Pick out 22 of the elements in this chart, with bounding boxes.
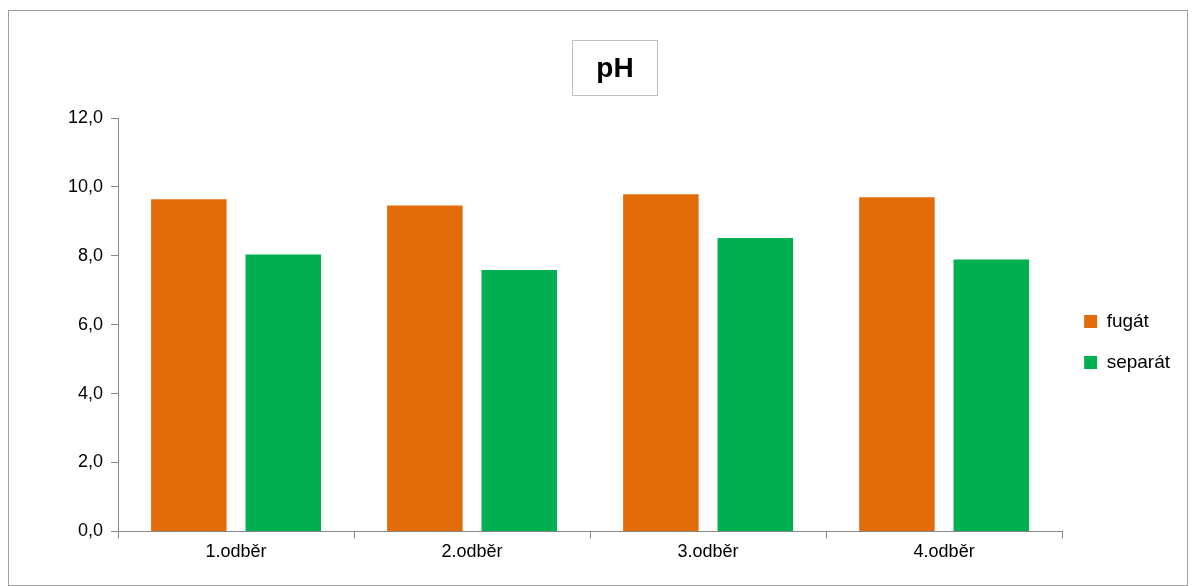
bar bbox=[151, 199, 227, 531]
bar bbox=[623, 194, 699, 531]
chart-title: pH bbox=[572, 40, 658, 96]
y-tick-label: 10,0 bbox=[67, 175, 104, 196]
x-tick-label: 2.odběr bbox=[441, 541, 503, 562]
legend-label: separát bbox=[1106, 350, 1171, 372]
bar bbox=[387, 205, 463, 531]
y-tick-label: 8,0 bbox=[78, 244, 104, 265]
y-tick-label: 2,0 bbox=[78, 451, 104, 472]
y-tick-label: 0,0 bbox=[78, 520, 104, 541]
y-tick-label: 4,0 bbox=[78, 382, 104, 403]
bar bbox=[953, 259, 1030, 531]
x-tick-label: 3.odběr bbox=[677, 541, 739, 562]
x-tick-label: 4.odběr bbox=[913, 541, 975, 562]
legend-label: fugát bbox=[1106, 309, 1150, 331]
y-tick-label: 12,0 bbox=[67, 106, 104, 127]
bar bbox=[245, 254, 322, 531]
bar bbox=[481, 269, 558, 531]
bar bbox=[859, 197, 935, 531]
bar bbox=[717, 237, 794, 531]
x-tick-label: 1.odběr bbox=[205, 541, 267, 562]
y-tick-label: 6,0 bbox=[78, 313, 104, 334]
